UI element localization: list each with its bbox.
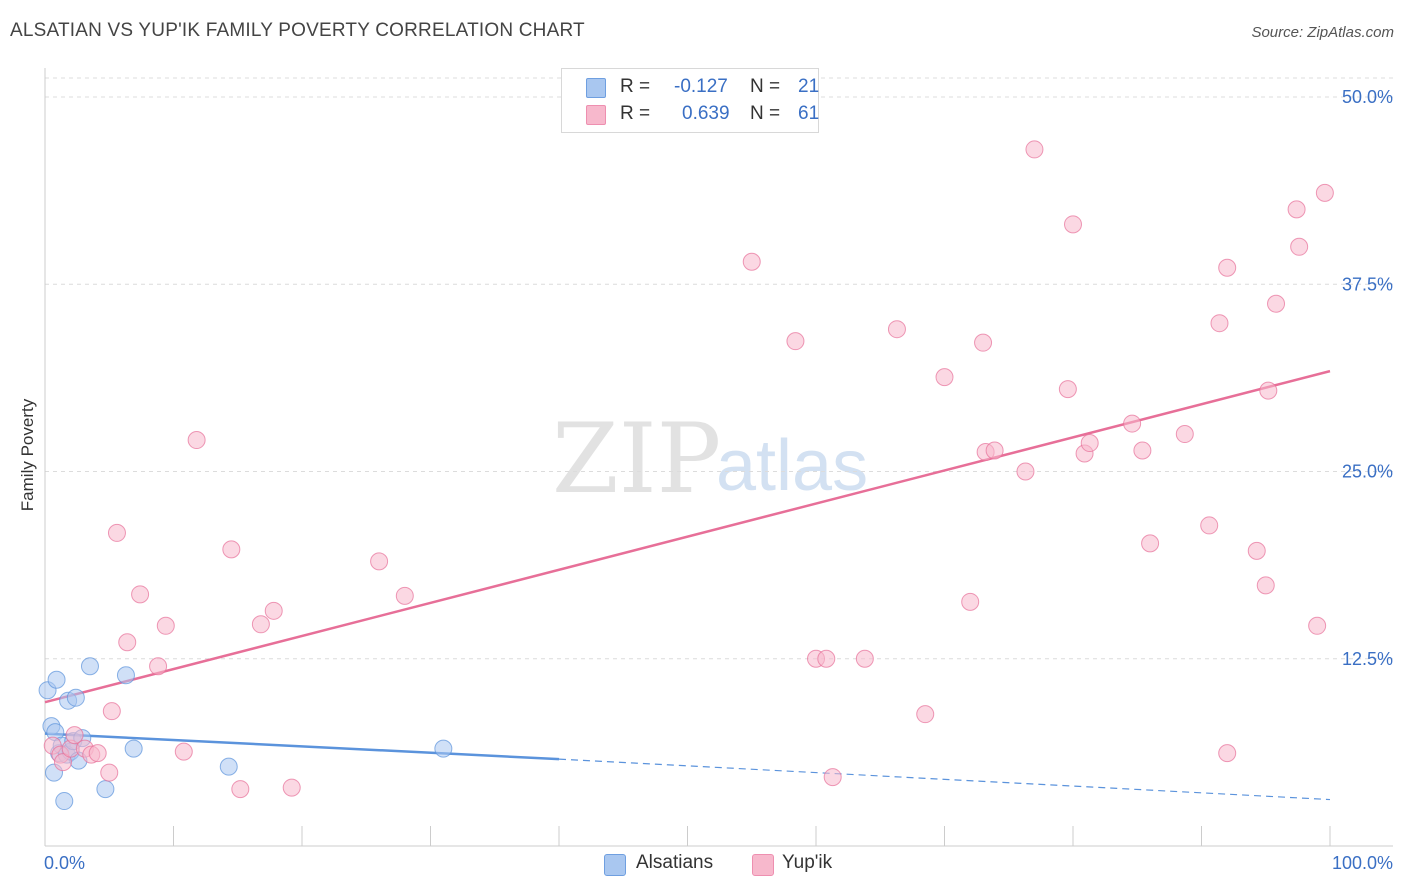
- y-tick-label: 12.5%: [1342, 649, 1393, 669]
- y-tick-label: 37.5%: [1342, 274, 1393, 294]
- point-yupik: [222, 540, 241, 559]
- point-alsatians: [219, 757, 238, 776]
- legend-swatch-yupik: [586, 105, 606, 125]
- x-tick-label: 100.0%: [1332, 853, 1393, 873]
- point-yupik: [149, 657, 168, 676]
- point-alsatians: [116, 666, 135, 685]
- gridlines: [45, 77, 1393, 660]
- point-yupik: [1025, 140, 1044, 159]
- legend-r-value: 0.639: [682, 103, 730, 124]
- legend-swatch-alsatians: [586, 78, 606, 98]
- trend-lines: [44, 369, 1331, 801]
- point-yupik: [102, 702, 121, 721]
- legend-n-label: N =: [750, 103, 781, 124]
- point-yupik: [974, 333, 993, 352]
- point-yupik: [1247, 541, 1266, 560]
- point-yupik: [961, 592, 980, 611]
- point-yupik: [786, 332, 805, 351]
- point-yupik: [251, 615, 270, 634]
- point-yupik: [916, 705, 935, 724]
- point-alsatians: [66, 688, 85, 707]
- point-yupik: [1218, 258, 1237, 277]
- point-yupik: [231, 780, 250, 799]
- point-yupik: [107, 523, 126, 542]
- point-yupik: [156, 616, 175, 635]
- point-alsatians: [434, 739, 453, 758]
- point-yupik: [935, 368, 954, 387]
- bottom-legend-swatch-yupik: [752, 854, 774, 876]
- point-yupik: [1259, 381, 1278, 400]
- legend-r-value: -0.127: [674, 76, 728, 97]
- trend-line-alsatians-extension: [558, 758, 1331, 801]
- point-yupik: [1058, 380, 1077, 399]
- y-tick-label: 25.0%: [1342, 462, 1393, 482]
- point-yupik: [65, 726, 84, 745]
- point-yupik: [1290, 237, 1309, 256]
- point-yupik: [1315, 183, 1334, 202]
- point-yupik: [1210, 314, 1229, 333]
- point-yupik: [53, 753, 72, 772]
- point-yupik: [1256, 576, 1275, 595]
- point-yupik: [282, 778, 301, 797]
- point-yupik: [855, 649, 874, 668]
- bottom-legend-label-yupik: Yup'ik: [782, 852, 833, 873]
- point-yupik: [100, 763, 119, 782]
- chart-title: ALSATIAN VS YUP'IK FAMILY POVERTY CORREL…: [10, 20, 585, 41]
- point-yupik: [1141, 534, 1160, 553]
- point-yupik: [1133, 441, 1152, 460]
- point-alsatians: [55, 792, 74, 811]
- point-yupik: [1064, 215, 1082, 234]
- point-yupik: [742, 252, 761, 271]
- legend-r-label: R =: [620, 76, 651, 97]
- watermark-zip: ZIP: [552, 403, 721, 515]
- legend-n-label: N =: [750, 76, 781, 97]
- watermark-atlas: atlas: [716, 426, 868, 506]
- bottom-legend-swatch-alsatians: [604, 854, 626, 876]
- point-yupik: [823, 768, 842, 787]
- legend-r-label: R =: [620, 103, 651, 124]
- point-yupik: [1267, 294, 1286, 313]
- legend-n-value: 21: [798, 76, 820, 97]
- point-yupik: [395, 586, 414, 605]
- source-credit: Source: ZipAtlas.com: [1251, 24, 1394, 41]
- point-yupik: [1123, 414, 1142, 433]
- point-yupik: [1200, 516, 1219, 535]
- correlation-legend: R = -0.127 N = 21 R = 0.639 N = 61: [561, 68, 819, 133]
- data-points: [38, 140, 1334, 811]
- bottom-legend-label-alsatians: Alsatians: [636, 852, 714, 873]
- trend-line-yupik: [44, 369, 1331, 704]
- point-yupik: [1308, 616, 1327, 635]
- point-yupik: [1016, 462, 1035, 481]
- tick-labels: 12.5% 25.0% 37.5% 50.0% 0.0% 100.0%: [44, 87, 1393, 873]
- point-yupik: [88, 744, 107, 763]
- axes: [44, 68, 1393, 847]
- point-alsatians: [80, 657, 99, 676]
- point-yupik: [1175, 425, 1194, 444]
- point-yupik: [264, 601, 283, 620]
- point-alsatians: [96, 780, 115, 799]
- point-yupik: [1218, 744, 1237, 763]
- y-tick-label: 50.0%: [1342, 87, 1393, 107]
- point-yupik: [174, 742, 193, 761]
- point-yupik: [817, 649, 836, 668]
- legend-n-value: 61: [798, 103, 820, 124]
- point-yupik: [131, 585, 150, 604]
- point-alsatians: [124, 739, 143, 758]
- point-yupik: [118, 633, 137, 652]
- point-alsatians: [47, 670, 66, 689]
- point-yupik: [1287, 200, 1306, 219]
- x-tick-label: 0.0%: [44, 853, 85, 873]
- point-yupik: [370, 552, 389, 571]
- point-yupik: [985, 441, 1004, 460]
- point-yupik: [1080, 434, 1099, 453]
- point-yupik: [887, 320, 906, 339]
- trend-line-alsatians: [44, 732, 560, 761]
- point-yupik: [187, 431, 206, 450]
